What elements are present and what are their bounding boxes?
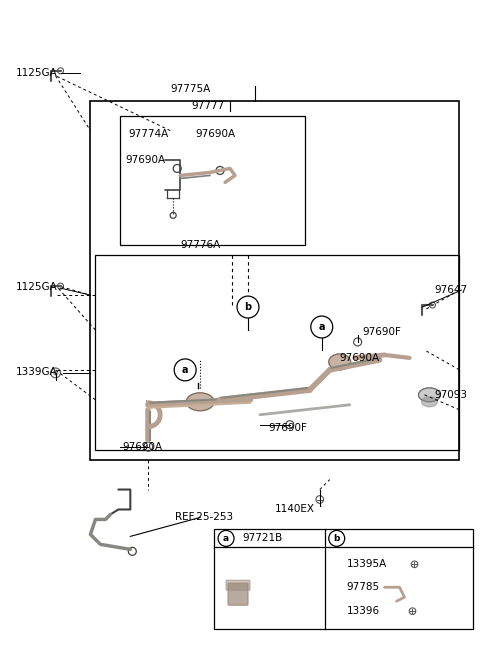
FancyBboxPatch shape [228,583,248,605]
Text: 1339GA: 1339GA [16,367,58,377]
Ellipse shape [421,397,437,407]
Text: 1125GA: 1125GA [16,282,58,292]
Text: 97647: 97647 [434,285,468,295]
Text: 97785: 97785 [347,582,380,592]
Ellipse shape [329,354,351,370]
Text: 97690A: 97690A [340,353,380,363]
Text: 13396: 13396 [347,606,380,616]
Text: a: a [182,365,189,375]
Text: b: b [244,302,252,312]
Text: 97774A: 97774A [128,129,168,139]
Ellipse shape [419,388,441,402]
Bar [214,530,473,629]
Text: 97690A: 97690A [195,129,235,139]
Text: 1125GA: 1125GA [16,68,58,78]
Text: 97721B: 97721B [242,533,282,543]
Circle shape [53,371,58,375]
Text: b: b [334,534,340,543]
FancyBboxPatch shape [226,580,250,590]
Text: REF.25-253: REF.25-253 [175,512,233,522]
Text: 97775A: 97775A [170,83,210,94]
Text: a: a [319,322,325,332]
Text: 13395A: 13395A [347,559,387,570]
Text: 97776A: 97776A [180,240,220,250]
Text: 97777: 97777 [192,101,225,110]
Text: 97690A: 97690A [122,442,162,451]
Text: 97690F: 97690F [363,327,401,337]
Text: 97690F: 97690F [268,422,307,433]
Ellipse shape [186,393,214,411]
Bar [90,101,459,460]
Bar [120,116,305,245]
Text: 97093: 97093 [434,390,468,400]
Text: 1140EX: 1140EX [275,505,315,514]
Bar [96,255,459,449]
Text: a: a [223,534,229,543]
Text: 97690A: 97690A [125,156,166,166]
